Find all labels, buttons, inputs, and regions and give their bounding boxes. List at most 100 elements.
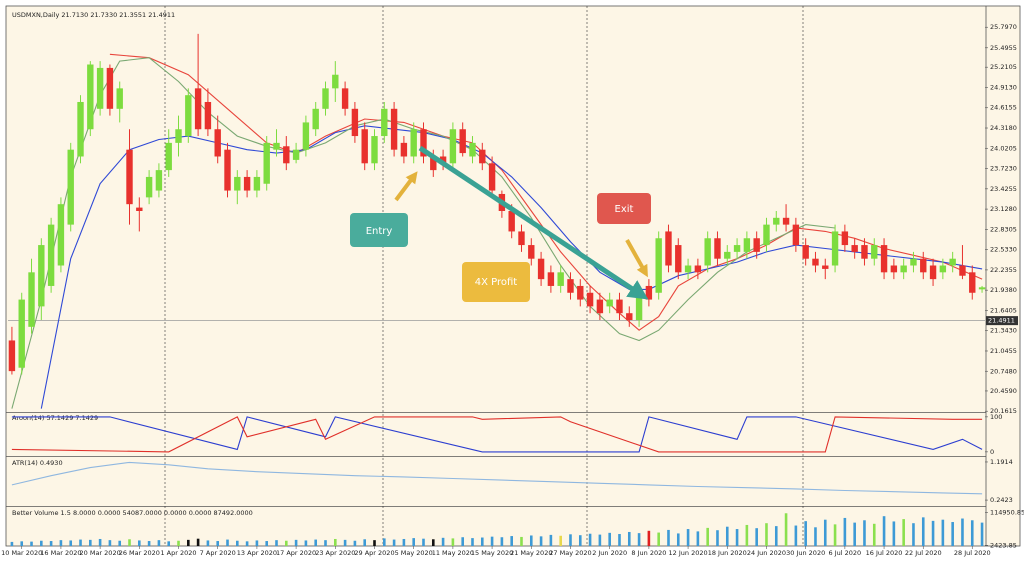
candle-body bbox=[812, 258, 819, 266]
volume-bar bbox=[402, 538, 406, 546]
volume-bar bbox=[177, 540, 180, 546]
volume-bar bbox=[49, 541, 53, 546]
entry-box-bg bbox=[350, 213, 408, 247]
volume-bar bbox=[294, 539, 298, 546]
y-tick-label: 1.1914 bbox=[990, 458, 1013, 466]
volume-bar bbox=[667, 529, 670, 546]
candle-body bbox=[77, 101, 84, 157]
volume-bar bbox=[598, 534, 602, 546]
y-tick-label: 114950.85 bbox=[990, 508, 1024, 516]
volume-bar bbox=[216, 541, 220, 546]
volume-bar bbox=[118, 540, 122, 546]
y-tick-label: 23.7230 bbox=[990, 165, 1017, 173]
y-tick-label: 2423.85 bbox=[990, 541, 1017, 549]
candle-body bbox=[920, 258, 927, 273]
candle-body bbox=[871, 245, 878, 259]
volume-bar bbox=[912, 523, 915, 546]
candle-body bbox=[635, 292, 643, 321]
x-tick-label: 13 Apr 2020 bbox=[237, 549, 277, 557]
candle-body bbox=[508, 211, 515, 232]
candle-body bbox=[782, 217, 790, 225]
x-tick-label: 16 Mar 2020 bbox=[40, 549, 81, 557]
x-tick-label: 1 Apr 2020 bbox=[160, 549, 196, 557]
volume-bar bbox=[226, 539, 229, 546]
candle-body bbox=[341, 88, 349, 109]
indicator-line bbox=[11, 416, 983, 453]
indicator-line bbox=[11, 416, 983, 453]
period-separators bbox=[164, 6, 804, 546]
volume-bar bbox=[324, 540, 327, 546]
candle-body bbox=[243, 176, 251, 191]
volume-bar bbox=[872, 523, 876, 546]
volume-bar bbox=[637, 533, 641, 546]
candle-body bbox=[488, 163, 496, 191]
y-tick-label: 25.2105 bbox=[990, 63, 1017, 71]
candle-body bbox=[67, 149, 74, 225]
volume-bar bbox=[245, 541, 249, 546]
volume-bar bbox=[461, 537, 464, 546]
volume-bar bbox=[373, 540, 376, 546]
profit-label: 4X Profit bbox=[475, 277, 518, 288]
volume-bar bbox=[138, 540, 141, 546]
volume-bar bbox=[206, 540, 210, 546]
candle-body bbox=[273, 142, 280, 150]
candle-body bbox=[557, 272, 564, 286]
volume-bar bbox=[970, 520, 974, 546]
y-tick-label: 0 bbox=[990, 448, 994, 456]
x-tick-label: 22 Jul 2020 bbox=[905, 549, 942, 557]
volume-bar bbox=[412, 538, 415, 546]
indicator-line bbox=[11, 57, 836, 409]
candle-body bbox=[841, 231, 849, 246]
candle-body bbox=[439, 156, 447, 164]
candle-body bbox=[900, 265, 907, 273]
y-tick-label: 24.6155 bbox=[990, 104, 1017, 112]
candle-body bbox=[802, 245, 809, 259]
candle-body bbox=[292, 149, 300, 160]
volume-bar bbox=[863, 520, 866, 546]
volume-bar bbox=[314, 539, 318, 546]
volume-bar bbox=[696, 531, 700, 546]
volume-bar bbox=[627, 531, 631, 546]
profit-box-bg bbox=[462, 262, 530, 302]
exit-arrow bbox=[625, 239, 648, 278]
volume-bar bbox=[794, 525, 798, 546]
x-tick-label: 20 Mar 2020 bbox=[80, 549, 121, 557]
volume-bar bbox=[30, 541, 33, 546]
candle-body bbox=[194, 88, 202, 130]
volume-bar bbox=[941, 519, 945, 546]
candle-body bbox=[645, 285, 653, 300]
candle-body bbox=[410, 129, 417, 157]
volume-bar bbox=[716, 530, 719, 546]
volume-bar bbox=[353, 540, 357, 546]
candle-body bbox=[185, 95, 192, 137]
candle-body bbox=[116, 88, 123, 109]
volume-bar bbox=[265, 541, 269, 546]
candle-body bbox=[606, 299, 613, 307]
volume-bar bbox=[608, 532, 611, 546]
candle-body bbox=[792, 224, 800, 246]
candle-body bbox=[851, 245, 858, 252]
candle-body bbox=[18, 299, 25, 368]
volume-bar bbox=[157, 540, 161, 546]
y-tick-label: 24.3180 bbox=[990, 124, 1017, 132]
volume-bar bbox=[196, 538, 200, 546]
candle-body bbox=[449, 129, 457, 164]
volume-bar bbox=[784, 513, 788, 546]
last-price-tag-bg bbox=[986, 316, 1018, 326]
x-tick-label: 8 Jun 2020 bbox=[631, 549, 666, 557]
volume-bar bbox=[686, 529, 690, 546]
candle-body bbox=[263, 142, 270, 184]
volume-bar bbox=[951, 522, 954, 546]
volume-bar bbox=[147, 541, 151, 546]
candle-body bbox=[528, 245, 535, 259]
candle-body bbox=[547, 272, 555, 286]
volume-bar bbox=[431, 539, 435, 546]
volume-bar bbox=[588, 533, 592, 546]
volume-bar bbox=[578, 535, 582, 546]
volume-bar bbox=[10, 541, 14, 546]
y-tick-label: 21.9380 bbox=[990, 286, 1017, 294]
y-tick-label: 21.6405 bbox=[990, 306, 1017, 314]
volume-bar bbox=[275, 540, 278, 546]
x-tick-label: 17 Apr 2020 bbox=[276, 549, 316, 557]
